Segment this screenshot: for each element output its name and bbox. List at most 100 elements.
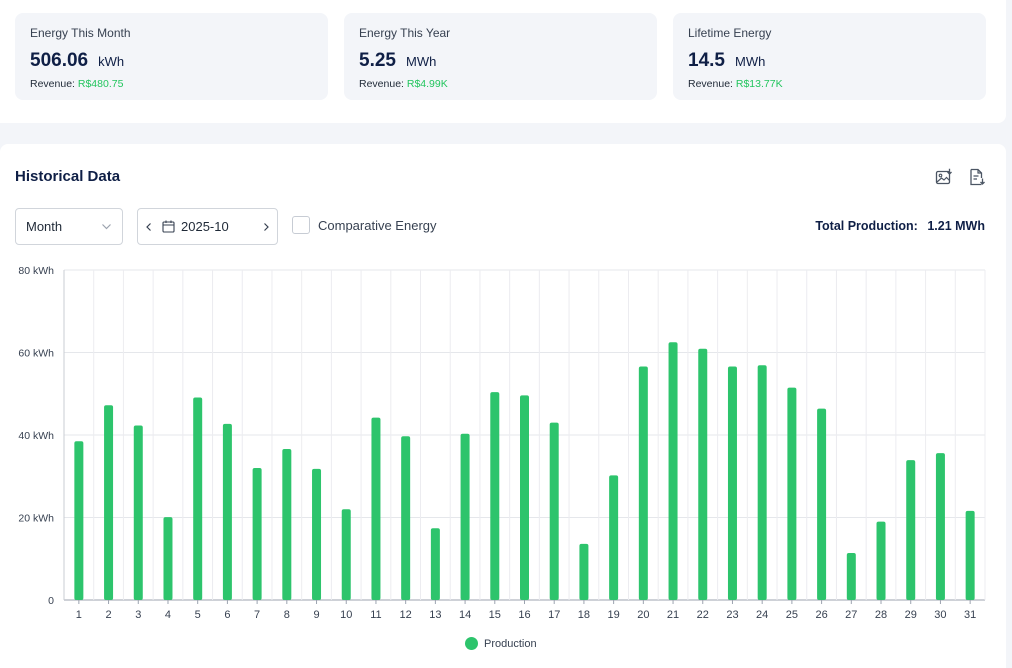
x-tick-label: 16 <box>518 609 530 621</box>
period-select[interactable]: Month <box>15 208 123 245</box>
x-tick-label: 7 <box>254 609 260 621</box>
comparative-energy-toggle[interactable]: Comparative Energy <box>292 216 437 234</box>
y-tick-label: 20 kWh <box>18 513 54 525</box>
energy-month-unit: kWh <box>98 54 125 69</box>
production-bar[interactable] <box>490 392 500 600</box>
production-bar[interactable] <box>609 475 619 600</box>
x-tick-label: 18 <box>578 609 590 621</box>
production-bar[interactable] <box>133 425 143 600</box>
x-tick-label: 25 <box>786 609 798 621</box>
production-bar[interactable] <box>579 543 589 600</box>
production-bar[interactable] <box>965 510 975 600</box>
production-bar[interactable] <box>252 468 262 600</box>
x-tick-label: 13 <box>429 609 441 621</box>
production-bar[interactable] <box>371 417 381 600</box>
date-value: 2025-10 <box>181 219 229 234</box>
x-tick-label: 1 <box>76 609 82 621</box>
x-tick-label: 11 <box>370 609 381 621</box>
energy-summary-panel: Energy This Month 506.06 kWh Revenue: R$… <box>0 0 1006 123</box>
x-tick-label: 5 <box>195 609 201 621</box>
x-tick-label: 24 <box>756 609 768 621</box>
comparative-energy-label: Comparative Energy <box>318 217 437 233</box>
x-tick-label: 28 <box>875 609 887 621</box>
production-bar[interactable] <box>698 348 708 600</box>
production-bar[interactable] <box>312 468 322 600</box>
lifetime-energy-revenue-value: R$13.77K <box>735 78 783 90</box>
production-bar[interactable] <box>638 366 648 600</box>
lifetime-energy-title: Lifetime Energy <box>688 26 772 40</box>
production-bar[interactable] <box>787 387 797 600</box>
chevron-left-icon <box>146 222 151 231</box>
x-tick-label: 27 <box>845 609 857 621</box>
production-legend-dot <box>465 637 478 650</box>
y-tick-label: 80 kWh <box>18 265 54 277</box>
production-bar[interactable] <box>668 342 678 600</box>
energy-year-title: Energy This Year <box>359 26 451 40</box>
chart-legend-production[interactable]: Production <box>465 637 537 650</box>
production-legend-label: Production <box>484 637 537 650</box>
production-bar[interactable] <box>846 552 856 600</box>
production-bar[interactable] <box>817 408 827 600</box>
x-tick-label: 20 <box>637 609 649 621</box>
comparative-energy-checkbox[interactable] <box>292 216 310 234</box>
total-production-value: 1.21 MWh <box>927 219 985 233</box>
production-bar[interactable] <box>906 460 916 600</box>
production-bar[interactable] <box>876 521 886 600</box>
lifetime-energy-card: Lifetime Energy 14.5 MWh Revenue: R$13.7… <box>673 13 986 100</box>
x-tick-label: 9 <box>313 609 319 621</box>
production-bar[interactable] <box>341 509 351 600</box>
y-tick-label: 40 kWh <box>18 430 54 442</box>
energy-year-value: 5.25 <box>359 50 396 71</box>
x-tick-label: 14 <box>459 609 471 621</box>
production-bar[interactable] <box>935 453 945 600</box>
x-tick-label: 17 <box>548 609 560 621</box>
production-bar[interactable] <box>757 365 767 600</box>
calendar-icon <box>162 220 175 233</box>
x-tick-label: 15 <box>489 609 501 621</box>
energy-year-unit: MWh <box>405 54 437 69</box>
energy-year-revenue-value: R$4.99K <box>406 78 448 90</box>
energy-month-value: 506.06 <box>30 50 89 71</box>
production-bar[interactable] <box>520 395 529 600</box>
y-tick-label: 0 <box>48 595 54 607</box>
x-tick-label: 21 <box>667 609 679 621</box>
production-bar[interactable] <box>401 436 411 600</box>
x-tick-label: 30 <box>934 609 946 621</box>
date-picker[interactable]: 2025-10 <box>137 208 278 245</box>
production-bar[interactable] <box>74 441 84 600</box>
production-bar[interactable] <box>282 449 292 600</box>
production-bar[interactable] <box>430 528 440 600</box>
lifetime-energy-revenue-label: Revenue: <box>688 78 733 90</box>
x-tick-label: 19 <box>608 609 620 621</box>
historical-data-title: Historical Data <box>15 168 121 185</box>
x-tick-label: 12 <box>400 609 412 621</box>
x-tick-label: 29 <box>905 609 917 621</box>
total-production: Total Production: 1.21 MWh <box>815 219 985 233</box>
chevron-down-icon <box>102 224 111 230</box>
x-tick-label: 6 <box>224 609 230 621</box>
energy-month-revenue-value: R$480.75 <box>77 78 124 90</box>
next-period-button[interactable] <box>255 209 277 244</box>
document-download-icon[interactable] <box>968 168 986 186</box>
production-bar[interactable] <box>727 366 737 600</box>
historical-data-panel: Historical Data Month 2025-10 <box>0 144 1006 668</box>
production-bar[interactable] <box>104 405 114 600</box>
image-download-icon[interactable] <box>935 168 953 186</box>
previous-period-button[interactable] <box>138 209 160 244</box>
production-bar[interactable] <box>193 397 203 600</box>
energy-month-title: Energy This Month <box>30 26 131 40</box>
x-tick-label: 3 <box>135 609 141 621</box>
production-bar[interactable] <box>549 422 559 600</box>
x-tick-label: 2 <box>106 609 112 621</box>
production-bar[interactable] <box>460 433 470 600</box>
x-tick-label: 26 <box>815 609 827 621</box>
energy-month-card: Energy This Month 506.06 kWh Revenue: R$… <box>15 13 328 100</box>
production-bar[interactable] <box>163 517 173 600</box>
x-tick-label: 10 <box>340 609 352 621</box>
total-production-label: Total Production: <box>815 219 918 233</box>
x-tick-label: 22 <box>697 609 709 621</box>
y-tick-label: 60 kWh <box>18 348 54 360</box>
production-bar[interactable] <box>222 423 232 600</box>
period-select-value: Month <box>26 219 63 234</box>
